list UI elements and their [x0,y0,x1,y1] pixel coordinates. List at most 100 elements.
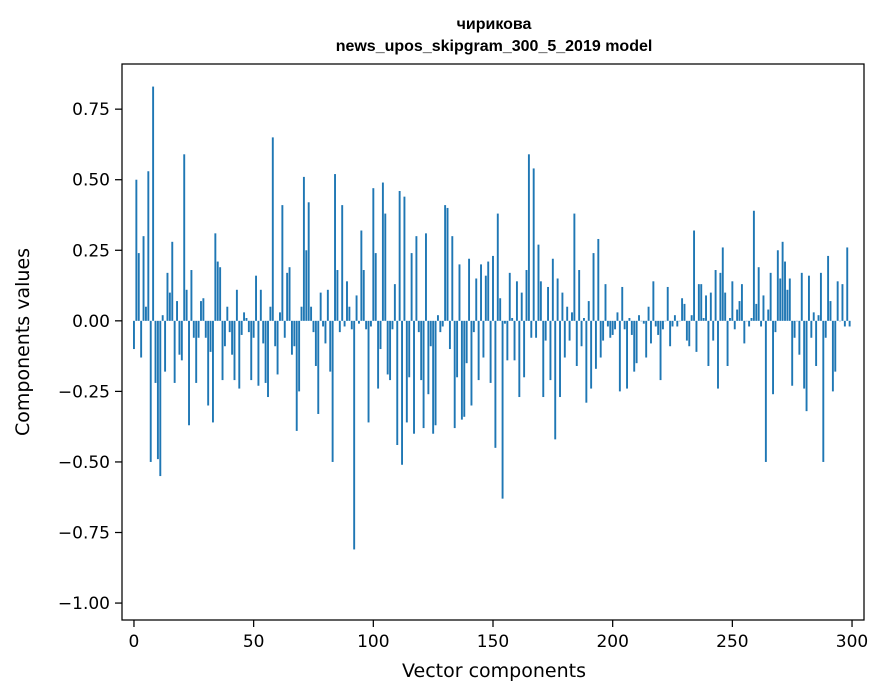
bar [372,188,375,321]
x-tick-label: 0 [129,632,140,652]
bar [293,320,296,347]
bar [279,312,281,321]
bar [551,258,554,321]
bar [544,320,547,341]
bar [571,312,573,321]
bar [661,320,664,330]
bar [202,298,205,321]
bar [597,238,600,321]
bar [807,275,810,321]
bar [314,320,317,366]
bar [774,320,777,333]
bar [654,320,657,327]
bar [231,320,234,355]
bar [762,295,765,321]
x-tick-label: 200 [596,632,628,652]
bar [324,320,327,344]
bar [336,270,339,321]
bar [559,320,561,398]
bar [286,272,289,321]
bar [736,309,739,321]
bar [666,286,669,321]
bar [446,207,449,321]
bar [776,250,779,321]
bar [403,196,406,321]
bar [532,168,535,321]
bar [274,320,277,347]
bar [786,289,789,321]
bar [166,272,169,321]
bar [645,320,648,358]
bar [472,320,475,333]
bar [757,267,760,321]
bar [827,255,830,321]
bar [525,270,528,321]
bar [537,244,540,321]
bar [513,320,516,361]
bar [288,267,291,321]
bar [616,312,619,321]
bar [369,320,372,327]
bar [195,320,198,383]
bar [585,320,588,403]
bar [144,306,147,321]
bar [604,284,607,321]
y-axis-label: Components values [12,248,34,436]
bar [791,320,794,386]
bar [197,320,200,338]
bar [695,320,698,352]
bar [178,320,181,355]
bar [705,295,707,321]
bar [626,320,628,389]
y-tick-label: −0.75 [58,524,110,544]
bar [168,292,171,321]
bar [420,320,423,381]
bar [606,320,609,327]
bar [549,320,552,381]
bar [298,320,301,392]
bar [290,320,293,355]
chart-subtitle: news_upos_skipgram_300_5_2019 model [336,38,653,55]
bar [523,320,526,378]
bar [772,320,774,395]
bar [164,320,167,372]
bar [618,320,621,392]
bar [159,320,162,477]
bar [805,320,808,412]
bar [561,292,564,321]
bar [752,210,755,321]
bar [717,320,719,389]
bar [250,320,253,381]
bar [362,270,365,321]
bar [590,320,593,389]
bar [448,320,451,350]
bar [767,309,770,321]
bar [255,275,257,321]
bar [547,286,549,321]
bar [788,278,791,321]
bar [556,278,559,321]
bar [824,320,827,338]
bar [729,318,731,321]
bar [834,320,837,372]
bar [633,320,636,372]
bar [592,253,595,321]
bar [819,272,822,321]
bar [798,320,801,355]
bar [147,171,150,321]
bar [709,292,712,321]
bar [200,301,202,321]
x-tick-label: 300 [836,632,868,652]
bar [554,320,557,440]
bar [700,284,703,321]
bar [142,236,145,321]
bar [800,272,803,321]
bar [470,320,473,406]
bar [764,320,767,462]
bar [214,233,217,321]
bar [171,241,174,321]
bar [137,253,140,321]
bar [793,320,796,338]
bar [245,318,248,321]
